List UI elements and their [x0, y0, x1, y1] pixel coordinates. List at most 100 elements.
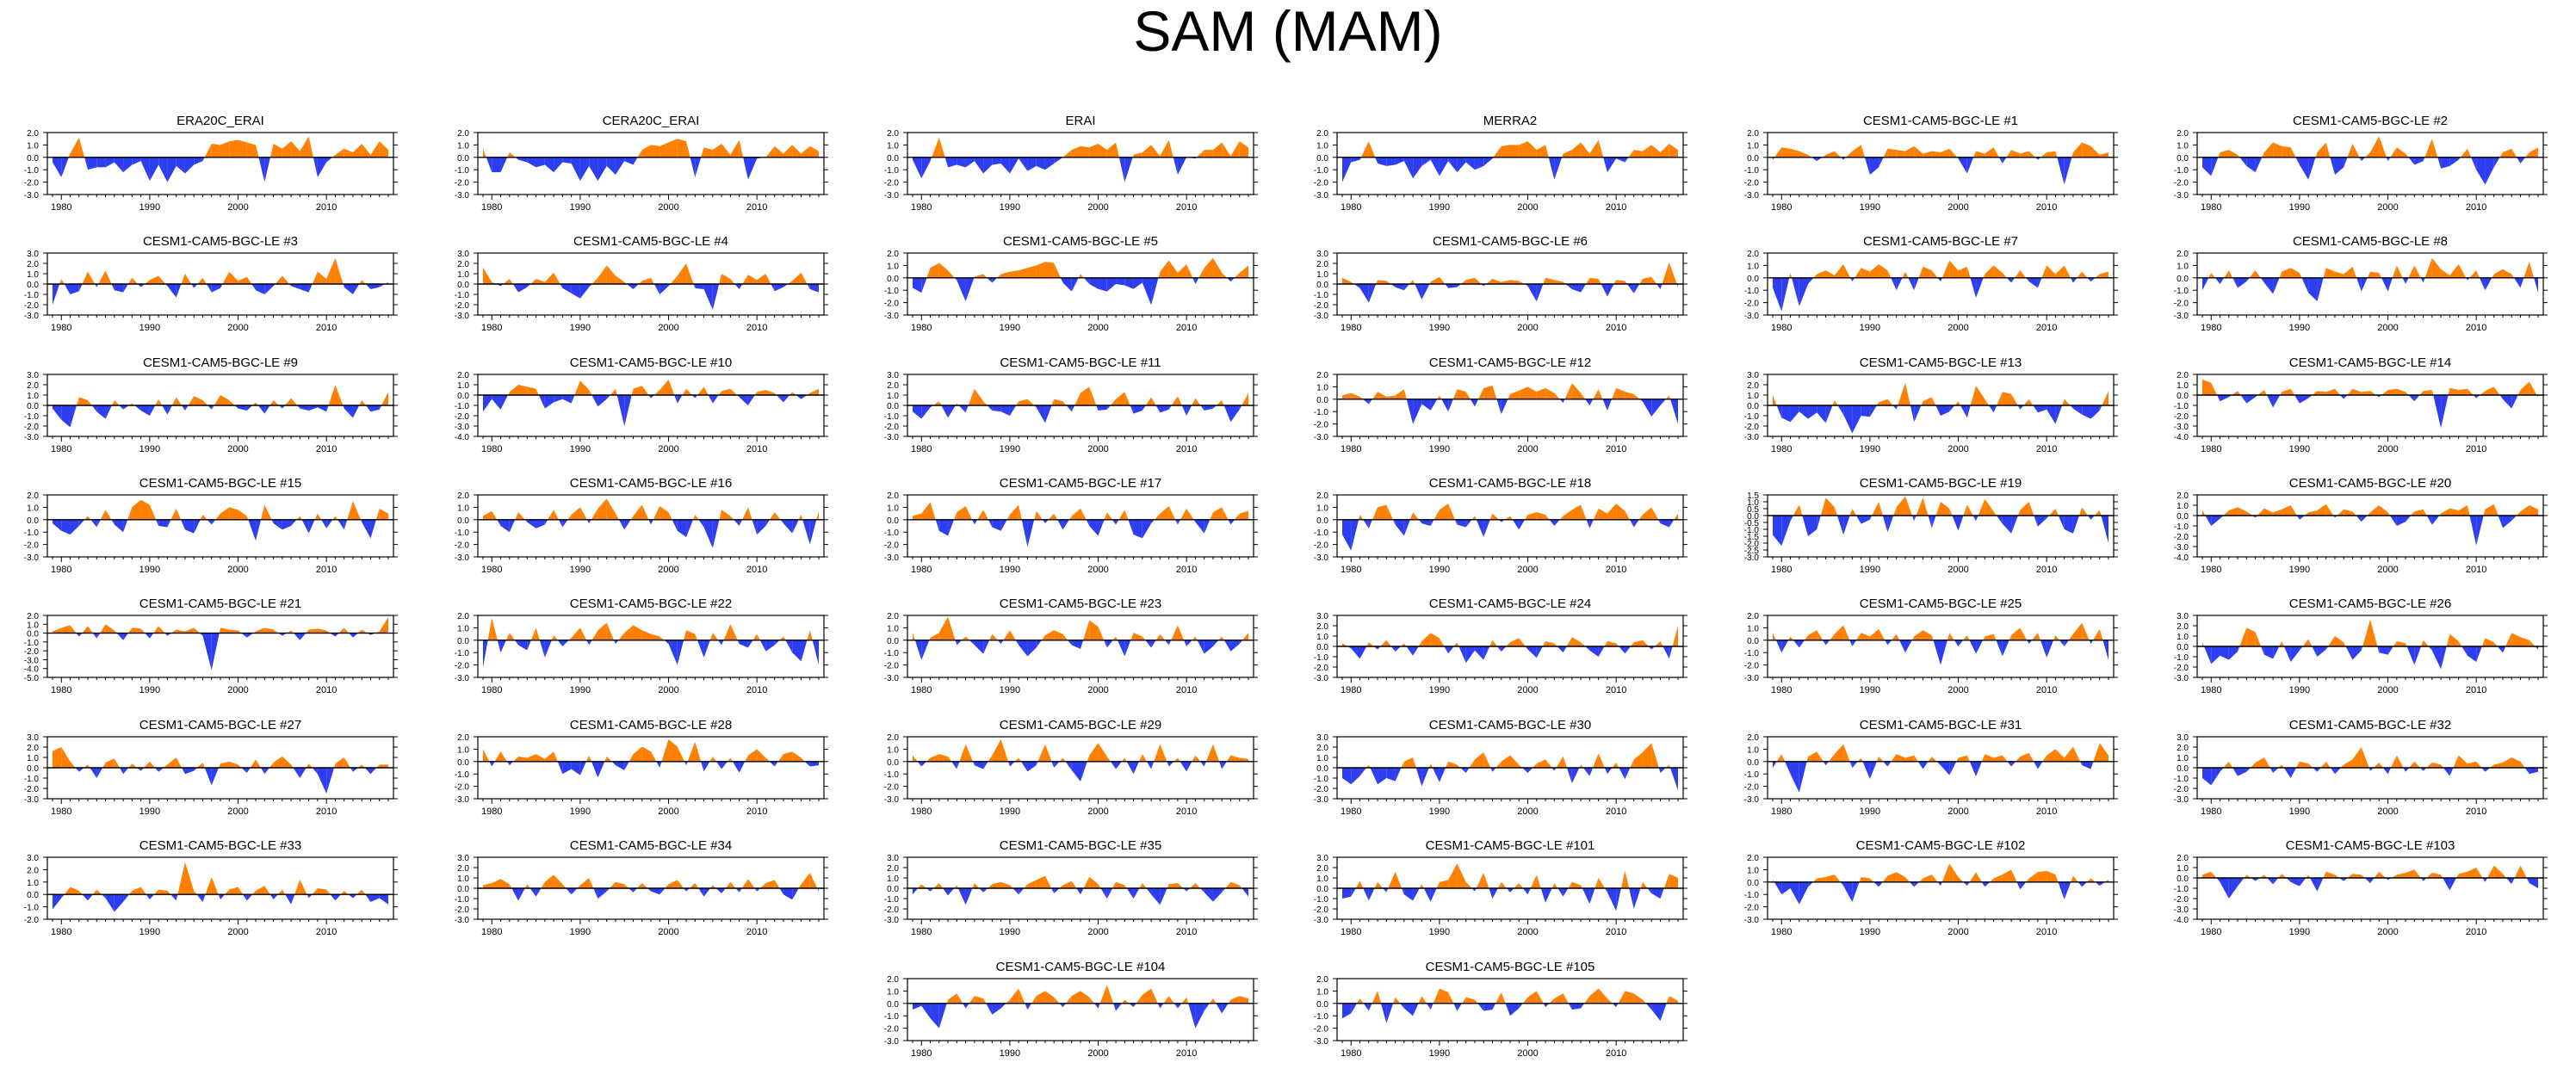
area-segment: [2290, 268, 2300, 278]
area-segment: [2414, 761, 2421, 768]
area-segment: [2520, 761, 2525, 768]
area-segment: [1418, 641, 1422, 646]
y-tick-label: -3.0: [24, 795, 40, 805]
area-segment: [530, 279, 536, 284]
area-segment: [379, 508, 388, 520]
area-segment: [1083, 876, 1090, 888]
y-tick-label: -1.0: [24, 166, 40, 176]
area-segment: [747, 275, 758, 284]
area-segment: [2467, 505, 2470, 516]
area-segment: [1171, 625, 1178, 640]
area-segment: [1413, 512, 1419, 520]
area-segment: [686, 761, 688, 766]
area-segment: [1036, 405, 1045, 423]
area-segment: [974, 274, 984, 278]
y-tick-label: 0.0: [1747, 512, 1759, 522]
area-segment: [765, 757, 770, 762]
area-segment: [2325, 388, 2335, 395]
area-segment: [1625, 392, 1634, 399]
area-segment: [1353, 284, 1360, 288]
area-segment: [677, 139, 687, 158]
area-segment: [1054, 157, 1063, 164]
y-tick-label: 1.0: [457, 504, 469, 513]
area-segment: [306, 629, 309, 633]
area-segment: [1212, 888, 1223, 902]
y-tick-label: 0.0: [1747, 402, 1759, 411]
area-segment: [1106, 512, 1112, 520]
area-segment: [2040, 640, 2047, 658]
area-segment: [2202, 277, 2209, 291]
area-segment: [194, 157, 203, 165]
panel-title: CESM1-CAM5-BGC-LE #2: [2293, 114, 2448, 128]
area-segment: [796, 395, 802, 399]
area-segment: [591, 277, 598, 284]
area-segment: [177, 862, 185, 895]
y-tick-label: -2.0: [884, 423, 900, 432]
area-segment: [718, 391, 722, 395]
area-segment: [2064, 399, 2071, 405]
area-segment: [703, 761, 710, 772]
area-segment: [2449, 508, 2459, 516]
area-segment: [321, 519, 327, 528]
area-segment: [1607, 888, 1617, 911]
area-segment: [1581, 504, 1587, 520]
area-segment: [1200, 405, 1204, 411]
area-segment: [2370, 505, 2380, 516]
area-segment: [1976, 277, 1984, 298]
area-segment: [2299, 157, 2309, 180]
area-segment: [1000, 157, 1010, 174]
y-tick-label: -3.0: [1314, 191, 1329, 201]
area-segment: [1790, 148, 1799, 158]
area-segment: [1130, 633, 1134, 640]
area-segment: [197, 763, 203, 768]
area-segment: [1359, 646, 1367, 659]
area-segment: [1985, 498, 1994, 516]
area-segment: [615, 640, 619, 645]
area-segment: [2535, 646, 2538, 650]
x-tick-label: 2010: [1606, 444, 1626, 454]
area-segment: [938, 883, 944, 888]
y-tick-label: 1.0: [2177, 502, 2189, 511]
area-segment: [1430, 519, 1434, 526]
area-segment: [571, 507, 580, 520]
area-segment: [917, 761, 922, 767]
x-tick-label: 2010: [2466, 565, 2486, 575]
area-segment: [951, 761, 957, 769]
area-segment: [53, 405, 62, 420]
area-segment: [1342, 643, 1348, 646]
area-segment: [127, 507, 133, 520]
area-segment: [1954, 640, 1959, 646]
area-segment: [2529, 262, 2535, 278]
area-segment: [1160, 139, 1169, 158]
area-segment: [2320, 761, 2326, 768]
area-segment: [2317, 277, 2324, 302]
area-segment: [1633, 284, 1640, 294]
area-segment: [527, 640, 531, 651]
area-segment: [615, 881, 625, 888]
y-tick-label: 3.0: [457, 854, 469, 863]
area-segment: [1935, 405, 1941, 416]
x-tick-label: 1980: [2201, 806, 2221, 817]
x-tick-label: 2010: [1176, 323, 1197, 333]
area-segment: [1089, 620, 1099, 640]
y-tick-label: 0.0: [1747, 154, 1759, 164]
area-segment: [1607, 768, 1613, 775]
area-segment: [1607, 504, 1617, 520]
area-segment: [2485, 157, 2494, 185]
area-segment: [1051, 399, 1055, 405]
x-tick-label: 1990: [1860, 444, 1880, 454]
area-segment: [965, 888, 973, 905]
area-segment: [1048, 513, 1055, 520]
area-segment: [957, 505, 966, 520]
area-segment: [579, 761, 586, 775]
area-segment: [335, 258, 344, 284]
area-segment: [1598, 753, 1605, 768]
area-segment: [1054, 513, 1058, 520]
area-segment: [648, 519, 651, 525]
area-segment: [1510, 888, 1514, 893]
area-segment: [1670, 399, 1678, 424]
area-segment: [277, 889, 282, 895]
chart-panel: CESM1-CAM5-BGC-LE #142.01.00.0-1.0-2.0-3…: [2174, 355, 2548, 454]
